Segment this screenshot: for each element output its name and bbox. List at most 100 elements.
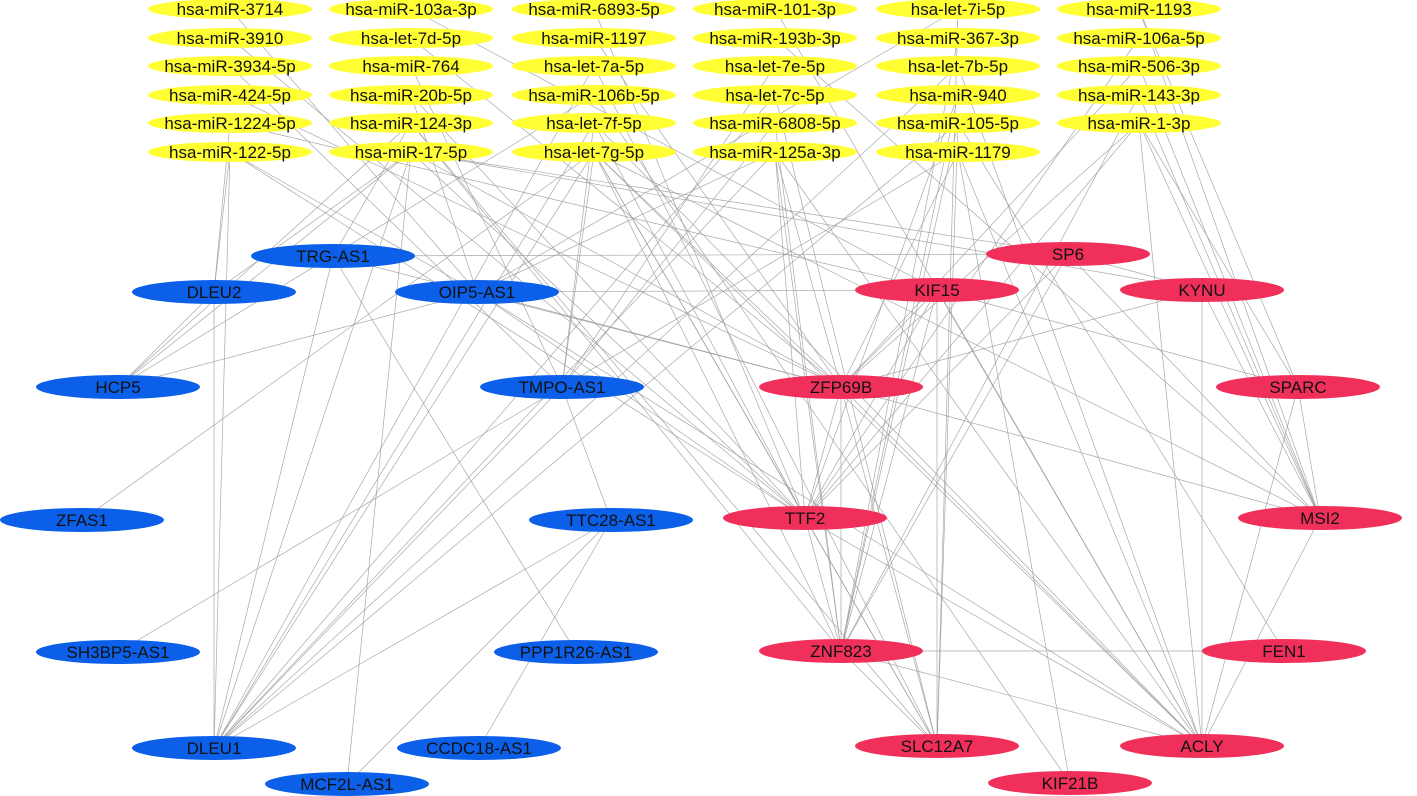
mrna-node-znf823[interactable]: ZNF823 (759, 639, 923, 663)
edge-hsa-miR-17-5p--DLEU1 (213, 151, 412, 749)
edge-hsa-let-7g-5p--TMPO-AS1 (561, 151, 595, 388)
mirna-node-hsa-mir-122-5p[interactable]: hsa-miR-122-5p (148, 142, 312, 162)
mirna-node-hsa-mir-17-5p[interactable]: hsa-miR-17-5p (329, 142, 493, 162)
mirna-node-hsa-mir-106b-5p[interactable]: hsa-miR-106b-5p (512, 85, 676, 105)
mrna-node-fen1[interactable]: FEN1 (1202, 639, 1366, 663)
mirna-node-hsa-mir-103a-3p[interactable]: hsa-miR-103a-3p (329, 0, 493, 19)
mirna-node-hsa-mir-1197[interactable]: hsa-miR-1197 (512, 28, 676, 48)
mrna-node-kif15[interactable]: KIF15 (855, 278, 1019, 302)
mirna-label: hsa-miR-3910 (177, 29, 284, 48)
mrna-node-slc12a7[interactable]: SLC12A7 (855, 734, 1019, 758)
lncrna-node-ccdc18-as1[interactable]: CCDC18-AS1 (397, 736, 561, 760)
lncrna-node-ppp1r26-as1[interactable]: PPP1R26-AS1 (494, 640, 658, 664)
mirna-node-hsa-mir-3714[interactable]: hsa-miR-3714 (148, 0, 312, 19)
mirna-node-hsa-mir-6808-5p[interactable]: hsa-miR-6808-5p (693, 113, 857, 133)
edge-hsa-miR-125a-3p--ZFP69B (774, 151, 842, 388)
edge-ZFP69B--TTF2 (804, 386, 842, 519)
edge-hsa-let-7g-5p--DLEU1 (213, 151, 595, 749)
mrna-node-msi2[interactable]: MSI2 (1238, 506, 1402, 530)
edge-ZFP69B--ACLY (840, 386, 1203, 747)
lncrna-node-mcf2l-as1[interactable]: MCF2L-AS1 (265, 772, 429, 796)
mirna-node-hsa-mir-124-3p[interactable]: hsa-miR-124-3p (329, 113, 493, 133)
lncrna-node-zfas1[interactable]: ZFAS1 (0, 508, 164, 532)
mrna-label: KIF15 (914, 281, 959, 300)
mrna-node-ttf2[interactable]: TTF2 (723, 506, 887, 530)
mirna-label: hsa-miR-764 (362, 57, 459, 76)
mirna-ellipse (876, 28, 1040, 48)
lncrna-node-tmpo-as1[interactable]: TMPO-AS1 (480, 375, 644, 399)
mirna-ellipse (148, 28, 312, 48)
mirna-node-hsa-mir-143-3p[interactable]: hsa-miR-143-3p (1057, 85, 1221, 105)
mirna-node-hsa-mir-367-3p[interactable]: hsa-miR-367-3p (876, 28, 1040, 48)
mirna-node-hsa-mir-101-3p[interactable]: hsa-miR-101-3p (693, 0, 857, 19)
lncrna-ellipse (36, 375, 200, 399)
mirna-label: hsa-miR-940 (909, 86, 1006, 105)
mirna-node-hsa-let-7a-5p[interactable]: hsa-let-7a-5p (512, 56, 676, 76)
edge-TTF2--ACLY (804, 517, 1203, 747)
lncrna-node-oip5-as1[interactable]: OIP5-AS1 (395, 280, 559, 304)
lncrna-node-ttc28-as1[interactable]: TTC28-AS1 (529, 508, 693, 532)
mirna-ellipse (1057, 85, 1221, 105)
mirna-node-hsa-mir-20b-5p[interactable]: hsa-miR-20b-5p (329, 85, 493, 105)
mirna-node-hsa-mir-3910[interactable]: hsa-miR-3910 (148, 28, 312, 48)
mirna-node-hsa-let-7e-5p[interactable]: hsa-let-7e-5p (693, 56, 857, 76)
mrna-label: SLC12A7 (901, 737, 974, 756)
mrna-node-kif21b[interactable]: KIF21B (988, 771, 1152, 795)
mirna-node-hsa-mir-940[interactable]: hsa-miR-940 (876, 85, 1040, 105)
mirna-node-hsa-let-7d-5p[interactable]: hsa-let-7d-5p (329, 28, 493, 48)
edge-hsa-let-7g-5p--ZNF823 (593, 151, 842, 652)
mirna-node-hsa-let-7g-5p[interactable]: hsa-let-7g-5p (512, 142, 676, 162)
mirna-label: hsa-miR-106b-5p (528, 86, 659, 105)
mirna-node-hsa-mir-506-3p[interactable]: hsa-miR-506-3p (1057, 56, 1221, 76)
lncrna-node-sh3bp5-as1[interactable]: SH3BP5-AS1 (36, 640, 200, 664)
edge-hsa-let-7b-5p--DLEU1 (213, 65, 959, 749)
edge-hsa-miR-143-3p--MSI2 (1138, 94, 1321, 519)
mrna-node-sp6[interactable]: SP6 (986, 242, 1150, 266)
mirna-ellipse (512, 85, 676, 105)
mirna-node-hsa-mir-1193[interactable]: hsa-miR-1193 (1057, 0, 1221, 19)
lncrna-node-dleu2[interactable]: DLEU2 (132, 280, 296, 304)
mirna-node-hsa-mir-125a-3p[interactable]: hsa-miR-125a-3p (693, 142, 857, 162)
edge-hsa-miR-940--TTF2 (804, 94, 959, 519)
mirna-ellipse (329, 0, 493, 19)
mirna-node-hsa-mir-105-5p[interactable]: hsa-miR-105-5p (876, 113, 1040, 133)
mirna-ellipse (876, 142, 1040, 162)
edge-KIF15--ZNF823 (840, 289, 938, 652)
lncrna-label: PPP1R26-AS1 (520, 643, 632, 662)
mirna-node-hsa-let-7i-5p[interactable]: hsa-let-7i-5p (876, 0, 1040, 19)
mirna-node-hsa-mir-3934-5p[interactable]: hsa-miR-3934-5p (148, 56, 312, 76)
mrna-node-sparc[interactable]: SPARC (1216, 375, 1380, 399)
mrna-ellipse (1120, 734, 1284, 758)
mrna-label: SP6 (1052, 245, 1084, 264)
edge-OIP5-AS1--HCP5 (117, 291, 478, 388)
mirna-node-hsa-let-7c-5p[interactable]: hsa-let-7c-5p (693, 85, 857, 105)
mrna-node-acly[interactable]: ACLY (1120, 734, 1284, 758)
mirna-label: hsa-let-7i-5p (911, 0, 1006, 19)
lncrna-node-trg-as1[interactable]: TRG-AS1 (251, 244, 415, 268)
mirna-node-hsa-mir-764[interactable]: hsa-miR-764 (329, 56, 493, 76)
lncrna-label: TMPO-AS1 (519, 378, 606, 397)
edge-TRG-AS1--PPP1R26-AS1 (332, 255, 577, 653)
mrna-ellipse (759, 639, 923, 663)
mirna-node-hsa-mir-6893-5p[interactable]: hsa-miR-6893-5p (512, 0, 676, 19)
mrna-label: ZNF823 (810, 642, 871, 661)
lncrna-node-dleu1[interactable]: DLEU1 (132, 736, 296, 760)
mirna-node-hsa-mir-193b-3p[interactable]: hsa-miR-193b-3p (693, 28, 857, 48)
mirna-ellipse (148, 85, 312, 105)
mrna-node-zfp69b[interactable]: ZFP69B (759, 375, 923, 399)
mirna-node-hsa-let-7f-5p[interactable]: hsa-let-7f-5p (512, 113, 676, 133)
lncrna-ellipse (397, 736, 561, 760)
mirna-node-hsa-mir-1179[interactable]: hsa-miR-1179 (876, 142, 1040, 162)
mrna-node-kynu[interactable]: KYNU (1120, 278, 1284, 302)
edge-hsa-let-7f-5p--DLEU1 (213, 122, 595, 749)
mirna-node-hsa-mir-424-5p[interactable]: hsa-miR-424-5p (148, 85, 312, 105)
edge-hsa-let-7f-5p--ACLY (593, 122, 1203, 747)
mirna-label: hsa-miR-105-5p (897, 114, 1019, 133)
mirna-node-hsa-let-7b-5p[interactable]: hsa-let-7b-5p (876, 56, 1040, 76)
mirna-node-hsa-mir-1224-5p[interactable]: hsa-miR-1224-5p (148, 113, 312, 133)
mirna-node-hsa-mir-106a-5p[interactable]: hsa-miR-106a-5p (1057, 28, 1221, 48)
edge-hsa-let-7g-5p--ACLY (593, 151, 1203, 747)
lncrna-node-hcp5[interactable]: HCP5 (36, 375, 200, 399)
mirna-node-hsa-mir-1-3p[interactable]: hsa-miR-1-3p (1057, 113, 1221, 133)
